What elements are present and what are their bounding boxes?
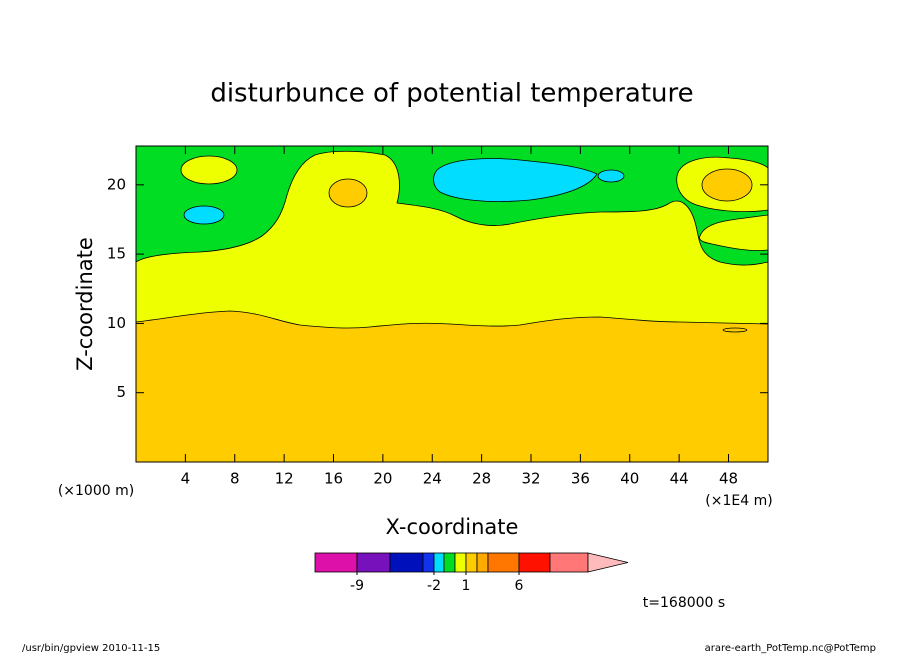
y-axis-label: Z-coordinate	[73, 237, 97, 371]
region	[328, 178, 368, 208]
x-tick-label: 4	[181, 470, 191, 488]
plot-frame	[135, 145, 769, 463]
region	[183, 205, 225, 225]
region	[597, 169, 625, 183]
x-unit-left: (×1000 m)	[58, 483, 134, 499]
colorbar-segment	[518, 552, 551, 573]
time-label: t=168000 s	[643, 595, 725, 611]
colorbar-segment	[422, 552, 435, 573]
colorbar-segment	[356, 552, 391, 573]
y-tick-label: 10	[107, 314, 126, 332]
y-tick-label: 20	[107, 175, 126, 193]
colorbar-segment	[454, 552, 467, 573]
region	[433, 158, 598, 202]
x-tick-label: 8	[230, 470, 240, 488]
colorbar-segment	[314, 552, 358, 573]
colorbar: -9 -2 1 6	[314, 552, 629, 594]
footer-right: arare-earth_PotTemp.nc@PotTemp	[705, 643, 876, 654]
contour-field	[136, 146, 768, 462]
colorbar-segment	[476, 552, 489, 573]
region	[699, 214, 768, 251]
region	[180, 155, 238, 185]
colorbar-extension	[587, 552, 629, 573]
colorbar-tick-label: -9	[350, 578, 364, 594]
region	[701, 168, 753, 202]
colorbar-tick-label: 1	[462, 578, 471, 594]
x-tick-label: 32	[521, 470, 540, 488]
x-tick-label: 16	[324, 470, 343, 488]
x-tick-label: 24	[423, 470, 442, 488]
colorbar-segment	[389, 552, 424, 573]
x-tick-label: 12	[275, 470, 294, 488]
x-tick-label: 48	[719, 470, 738, 488]
colorbar-segment	[443, 552, 456, 573]
x-unit-right: (×1E4 m)	[705, 493, 772, 509]
region	[722, 327, 748, 333]
colorbar-segment	[549, 552, 589, 573]
y-tick-label: 5	[116, 383, 126, 401]
x-tick-label: 36	[571, 470, 590, 488]
x-tick-label: 40	[620, 470, 639, 488]
y-tick-label: 15	[107, 245, 126, 263]
colorbar-segment	[433, 552, 445, 573]
colorbar-segment	[465, 552, 478, 573]
chart-title: disturbunce of potential temperature	[210, 79, 693, 109]
x-tick-label: 44	[670, 470, 689, 488]
x-axis-label: X-coordinate	[386, 515, 519, 539]
x-tick-label: 20	[373, 470, 392, 488]
footer-left: /usr/bin/gpview 2010-11-15	[22, 643, 160, 654]
colorbar-tick-label: 6	[515, 578, 524, 594]
colorbar-segment	[487, 552, 520, 573]
x-tick-label: 28	[472, 470, 491, 488]
colorbar-tick-label: -2	[427, 578, 441, 594]
